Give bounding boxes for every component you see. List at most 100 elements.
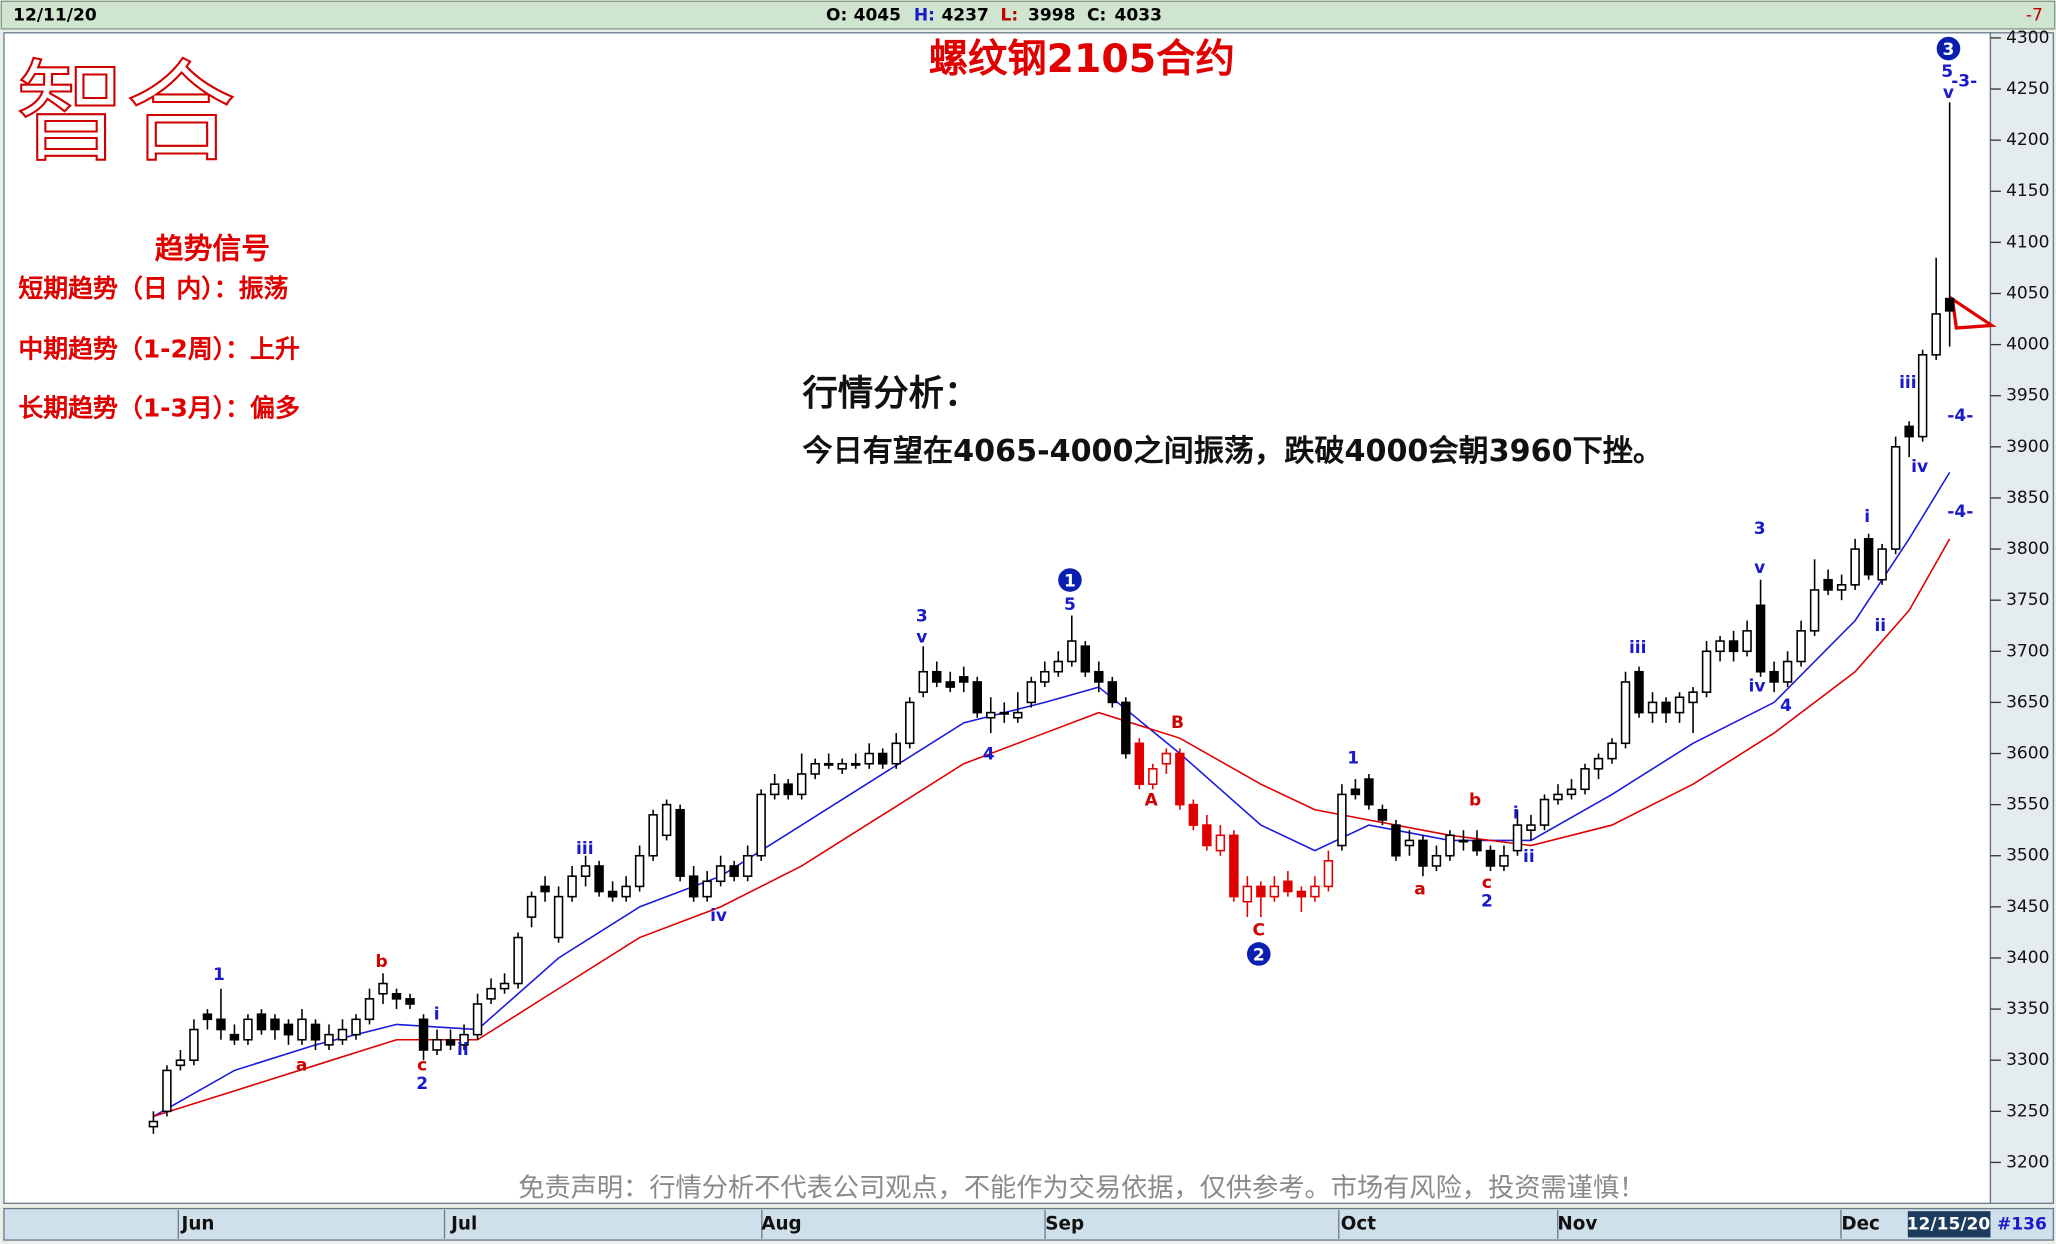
wave-label: b xyxy=(1469,790,1481,810)
candle-body xyxy=(1377,808,1388,821)
wave-label: iii xyxy=(576,839,594,859)
x-tick-label: Dec xyxy=(1841,1213,1880,1234)
quote-label: O: xyxy=(826,6,847,26)
wave-label: ii xyxy=(1874,616,1886,636)
wave-label: a xyxy=(296,1056,308,1076)
logo: 智合 xyxy=(16,49,236,177)
wave-label: 2 xyxy=(1481,892,1493,912)
candle-body xyxy=(1580,768,1590,791)
candle-body xyxy=(796,773,807,796)
candle-body xyxy=(1404,839,1415,847)
candle-body xyxy=(1445,834,1455,857)
wave-marker: 3 xyxy=(1943,40,1955,60)
candle-body xyxy=(1229,834,1239,898)
candle-body xyxy=(972,681,982,714)
wave-marker-circle xyxy=(1058,568,1082,592)
quote-label: H: xyxy=(914,6,935,26)
analysis-text: 今日有望在4065-4000之间振荡，跌破4000会朝3960下挫。 xyxy=(802,433,1663,469)
candle-body xyxy=(823,762,834,766)
candle-body xyxy=(1067,640,1077,663)
candle-body xyxy=(1674,696,1685,714)
y-tick-label: 3950 xyxy=(2006,386,2049,406)
candle-body xyxy=(1634,670,1644,714)
y-tick-label: 4250 xyxy=(2006,79,2049,99)
header-change: -7 xyxy=(2026,6,2043,26)
candle-body xyxy=(1472,839,1482,852)
x-tick-label: Jul xyxy=(449,1213,477,1234)
candle-body xyxy=(459,1033,469,1046)
wave-label: i xyxy=(1864,507,1870,527)
candle-body xyxy=(1755,604,1766,673)
candle-body xyxy=(783,783,793,796)
quote-value: 4045 xyxy=(854,6,901,26)
x-tick-label: Oct xyxy=(1341,1213,1376,1234)
x-tick-label: Sep xyxy=(1045,1213,1084,1234)
y-tick-label: 3200 xyxy=(2006,1152,2049,1172)
candle-body xyxy=(1796,630,1806,663)
candle-body xyxy=(1256,885,1266,898)
y-tick-label: 3600 xyxy=(2006,744,2049,764)
wave-label: 1 xyxy=(213,965,225,985)
candle-body xyxy=(297,1018,307,1041)
candle-body xyxy=(202,1013,213,1021)
wave-label: -4- xyxy=(1947,502,1973,522)
y-tick-label: 3900 xyxy=(2006,437,2049,457)
candle-body xyxy=(1458,839,1469,843)
candle-body xyxy=(1944,297,1955,312)
y-tick-label: 3450 xyxy=(2006,897,2049,917)
y-tick-label: 4200 xyxy=(2006,130,2049,150)
candle-body xyxy=(932,670,942,683)
candle-body xyxy=(1296,890,1307,898)
y-tick-label: 4000 xyxy=(2006,335,2049,355)
y-tick-label: 3850 xyxy=(2006,488,2049,508)
candle-body xyxy=(1121,701,1131,755)
candle-body xyxy=(837,762,847,770)
candle-body xyxy=(283,1023,294,1036)
candle-body xyxy=(1323,860,1334,888)
wave-label: 4 xyxy=(983,745,995,765)
candle-body xyxy=(621,885,631,898)
footer-count: #136 xyxy=(1997,1214,2047,1234)
candle-body xyxy=(1107,681,1118,704)
candle-body xyxy=(1134,742,1145,785)
candle-body xyxy=(499,982,510,990)
wave-label: v xyxy=(916,628,927,648)
candle-body xyxy=(378,982,388,995)
x-axis-bar xyxy=(3,1207,2055,1241)
header-bar xyxy=(0,0,2056,30)
candle-body xyxy=(445,1038,456,1046)
trend-title: 趋势信号 xyxy=(155,232,270,266)
wave-label: A xyxy=(1145,790,1159,810)
candle-body xyxy=(526,895,537,918)
candle-body xyxy=(351,1018,361,1036)
candle-body xyxy=(688,875,699,898)
candle-body xyxy=(1283,880,1293,893)
candle-body xyxy=(661,803,672,837)
candle-body xyxy=(986,711,996,719)
candle-body xyxy=(1607,742,1617,760)
quote-value: 3998 xyxy=(1028,6,1075,26)
wave-label: 1 xyxy=(1347,748,1359,768)
candle-body xyxy=(1175,752,1185,806)
candle-body xyxy=(1161,752,1172,765)
candle-body xyxy=(1688,691,1698,704)
candle-body xyxy=(567,875,577,898)
y-tick-label: 3500 xyxy=(2006,846,2049,866)
candle-body xyxy=(1364,778,1374,806)
candle-body xyxy=(850,762,861,766)
candle-body xyxy=(1202,824,1212,847)
candle-body xyxy=(891,742,901,765)
candle-body xyxy=(1553,793,1563,801)
wave-label: iv xyxy=(1911,457,1928,477)
candle-body xyxy=(877,752,888,765)
candle-body xyxy=(1080,645,1091,673)
candle-body xyxy=(486,987,496,1000)
candle-body xyxy=(162,1069,172,1113)
wave-label: v xyxy=(1943,83,1954,103)
candle-body xyxy=(175,1059,186,1067)
candle-body xyxy=(1215,834,1226,852)
wave-label: 2 xyxy=(416,1074,428,1094)
candle-body xyxy=(1148,768,1158,785)
candle-body xyxy=(337,1028,348,1041)
candle-body xyxy=(1917,354,1928,438)
